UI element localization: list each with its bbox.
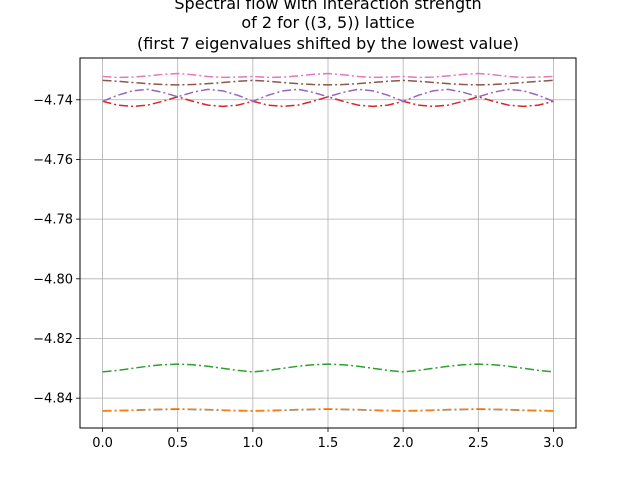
series-lines bbox=[102, 72, 554, 412]
x-tick-label: 2.0 bbox=[393, 436, 414, 451]
y-axis-ticks: −4.84 −4.82 −4.80 −4.78 −4.76 −4.74 bbox=[33, 93, 80, 407]
x-tick-label: 1.5 bbox=[318, 436, 339, 451]
x-tick-label: 3.0 bbox=[543, 436, 564, 451]
y-tick-label: −4.80 bbox=[33, 272, 73, 287]
chart-title-line-2: of 2 for ((3, 5)) lattice bbox=[241, 13, 414, 32]
x-tick-label: 0.0 bbox=[92, 436, 113, 451]
grid-lines bbox=[80, 58, 576, 428]
y-tick-label: −4.84 bbox=[33, 392, 73, 407]
series-line-4 bbox=[102, 96, 554, 108]
y-tick-label: −4.82 bbox=[33, 332, 73, 347]
x-tick-label: 2.5 bbox=[468, 436, 489, 451]
x-tick-label: 1.0 bbox=[243, 436, 264, 451]
y-tick-label: −4.74 bbox=[33, 93, 73, 108]
series-line-5 bbox=[102, 88, 554, 103]
x-tick-label: 0.5 bbox=[167, 436, 188, 451]
series-line-7 bbox=[102, 72, 554, 79]
x-axis-ticks: 0.0 0.5 1.0 1.5 2.0 2.5 3.0 bbox=[92, 428, 564, 451]
chart-title-line-1: Spectral flow with interaction strength bbox=[174, 0, 481, 13]
series-line-2 bbox=[102, 408, 554, 412]
series-line-6 bbox=[102, 79, 554, 86]
y-tick-label: −4.76 bbox=[33, 153, 73, 168]
y-tick-label: −4.78 bbox=[33, 213, 73, 228]
series-line-3 bbox=[102, 363, 554, 373]
chart-title-line-3: (first 7 eigenvalues shifted by the lowe… bbox=[137, 34, 519, 53]
